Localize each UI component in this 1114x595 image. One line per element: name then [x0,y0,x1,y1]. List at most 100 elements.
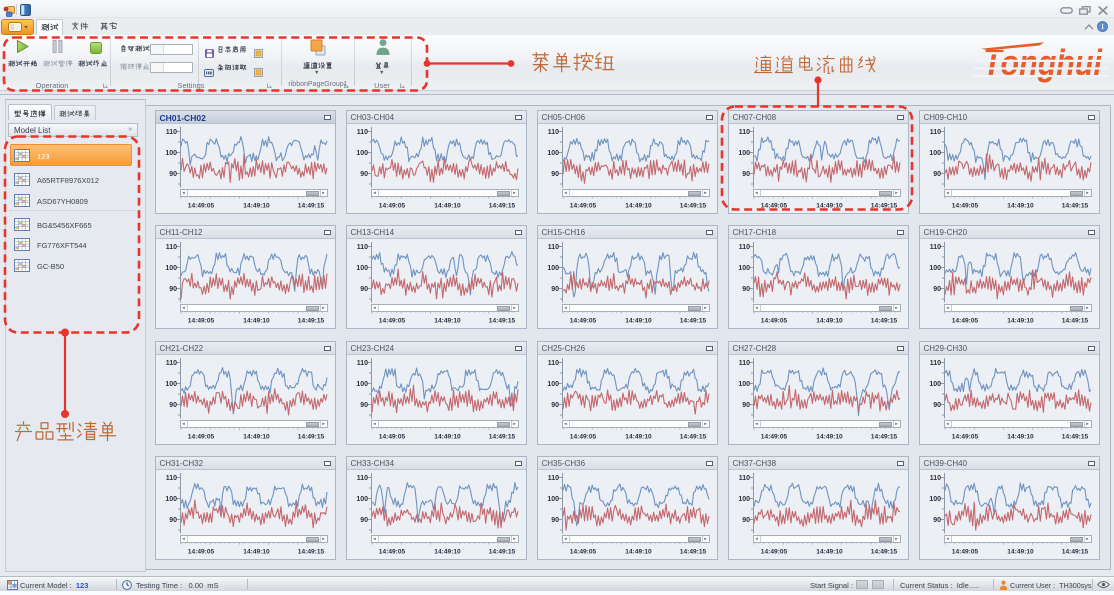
svg-text:14:49:15: 14:49:15 [488,549,515,556]
svg-text:90: 90 [742,286,750,293]
svg-text:14:49:10: 14:49:10 [243,549,270,556]
svg-text:100: 100 [547,150,559,157]
svg-text:14:49:10: 14:49:10 [625,203,652,210]
svg-text:110: 110 [356,360,367,367]
svg-text:14:49:15: 14:49:15 [679,203,706,210]
svg-text:14:49:15: 14:49:15 [297,434,324,441]
svg-text:14:49:10: 14:49:10 [434,318,461,325]
svg-text:14:49:15: 14:49:15 [1061,318,1088,325]
svg-text:14:49:05: 14:49:05 [187,203,214,210]
svg-text:100: 100 [738,265,750,272]
svg-text:14:49:10: 14:49:10 [816,549,843,556]
svg-text:100: 100 [165,265,177,272]
svg-text:14:49:05: 14:49:05 [569,434,596,441]
svg-text:14:49:05: 14:49:05 [951,318,978,325]
svg-text:14:49:05: 14:49:05 [951,549,978,556]
svg-text:14:49:10: 14:49:10 [1007,318,1034,325]
svg-text:100: 100 [356,265,368,272]
svg-text:110: 110 [356,475,367,482]
svg-text:100: 100 [929,381,941,388]
svg-text:110: 110 [547,475,558,482]
svg-text:14:49:10: 14:49:10 [243,318,270,325]
svg-text:100: 100 [547,381,559,388]
svg-text:14:49:15: 14:49:15 [870,549,897,556]
svg-text:14:49:10: 14:49:10 [1007,434,1034,441]
svg-text:14:49:15: 14:49:15 [870,203,897,210]
svg-text:14:49:15: 14:49:15 [297,203,324,210]
svg-text:14:49:15: 14:49:15 [870,434,897,441]
svg-text:14:49:05: 14:49:05 [760,203,787,210]
svg-text:14:49:15: 14:49:15 [679,318,706,325]
svg-text:100: 100 [547,496,559,503]
svg-text:110: 110 [165,475,176,482]
svg-text:110: 110 [165,360,176,367]
svg-text:14:49:05: 14:49:05 [951,434,978,441]
svg-text:90: 90 [169,517,177,524]
svg-text:90: 90 [169,286,177,293]
svg-text:14:49:05: 14:49:05 [378,203,405,210]
svg-text:14:49:15: 14:49:15 [488,434,515,441]
svg-text:14:49:15: 14:49:15 [1061,549,1088,556]
svg-text:14:49:10: 14:49:10 [1007,203,1034,210]
svg-text:100: 100 [929,150,941,157]
svg-text:110: 110 [547,360,558,367]
svg-text:14:49:05: 14:49:05 [378,549,405,556]
svg-text:90: 90 [551,171,559,178]
svg-text:100: 100 [929,496,941,503]
svg-text:100: 100 [356,496,368,503]
svg-text:110: 110 [356,244,367,251]
svg-text:100: 100 [929,265,941,272]
svg-text:100: 100 [165,150,177,157]
svg-text:14:49:15: 14:49:15 [297,549,324,556]
svg-text:14:49:15: 14:49:15 [1061,203,1088,210]
svg-text:90: 90 [933,517,941,524]
svg-text:90: 90 [933,402,941,409]
svg-text:14:49:10: 14:49:10 [816,203,843,210]
svg-text:110: 110 [738,129,749,136]
svg-text:14:49:15: 14:49:15 [870,318,897,325]
svg-text:90: 90 [169,171,177,178]
svg-text:14:49:10: 14:49:10 [1007,549,1034,556]
svg-text:14:49:05: 14:49:05 [187,318,214,325]
svg-text:14:49:05: 14:49:05 [187,549,214,556]
svg-text:110: 110 [165,244,176,251]
svg-text:90: 90 [551,286,559,293]
svg-text:14:49:15: 14:49:15 [679,434,706,441]
svg-text:90: 90 [551,402,559,409]
svg-text:14:49:15: 14:49:15 [488,318,515,325]
svg-text:14:49:10: 14:49:10 [243,434,270,441]
svg-text:14:49:05: 14:49:05 [951,203,978,210]
svg-text:90: 90 [742,171,750,178]
svg-text:14:49:05: 14:49:05 [760,549,787,556]
svg-text:110: 110 [738,475,749,482]
svg-text:110: 110 [929,129,940,136]
svg-text:100: 100 [165,381,177,388]
svg-text:14:49:10: 14:49:10 [434,203,461,210]
svg-text:14:49:05: 14:49:05 [378,318,405,325]
svg-text:i: i [1101,22,1103,31]
svg-text:90: 90 [169,402,177,409]
svg-text:14:49:05: 14:49:05 [569,318,596,325]
svg-text:14:49:10: 14:49:10 [625,434,652,441]
svg-text:90: 90 [933,286,941,293]
svg-text:100: 100 [165,496,177,503]
svg-text:14:49:15: 14:49:15 [1061,434,1088,441]
svg-text:14:49:10: 14:49:10 [816,318,843,325]
svg-text:110: 110 [356,129,367,136]
svg-text:110: 110 [165,129,176,136]
svg-text:14:49:10: 14:49:10 [816,434,843,441]
svg-text:110: 110 [929,360,940,367]
svg-text:14:49:10: 14:49:10 [243,203,270,210]
svg-text:110: 110 [738,244,749,251]
svg-text:14:49:10: 14:49:10 [434,434,461,441]
svg-text:110: 110 [929,244,940,251]
svg-text:14:49:10: 14:49:10 [625,549,652,556]
svg-text:14:49:10: 14:49:10 [625,318,652,325]
svg-text:90: 90 [360,517,368,524]
svg-text:14:49:05: 14:49:05 [187,434,214,441]
svg-text:100: 100 [356,150,368,157]
svg-text:100: 100 [738,150,750,157]
svg-text:14:49:05: 14:49:05 [760,434,787,441]
svg-text:110: 110 [547,129,558,136]
svg-text:100: 100 [738,381,750,388]
